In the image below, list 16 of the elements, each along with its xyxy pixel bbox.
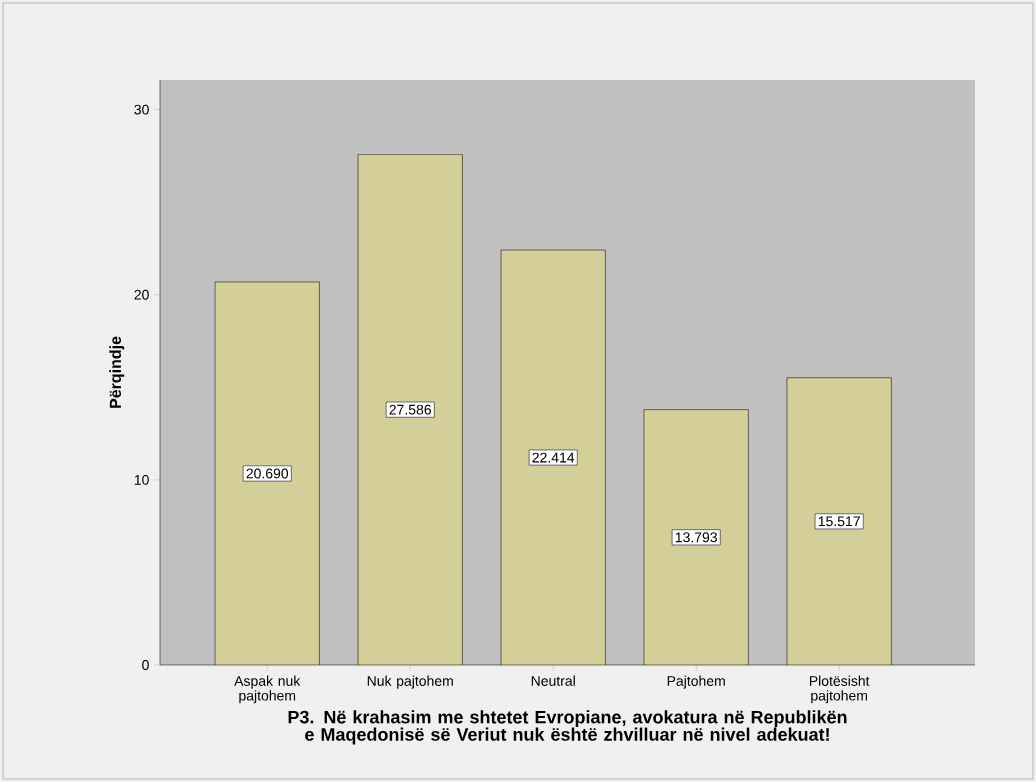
x-tick-label: Pajtohem: [667, 675, 725, 689]
y-axis-title: Përqindje: [109, 336, 125, 408]
data-label: 27.586: [389, 404, 432, 415]
y-tick-label: 10: [134, 474, 149, 485]
data-label: 15.517: [818, 516, 860, 527]
x-axis-title: P3. Në krahasim me shtetet Evropiane, avokatura në Republikën e Maqedonisë së Veriut nuk është zhvilluar në nivel adekuat!: [288, 710, 847, 745]
x-tick-label: Nuk pajtohem: [367, 675, 453, 689]
data-label: 22.414: [532, 452, 575, 463]
y-tick-label: 20: [134, 289, 149, 300]
x-tick-label: Aspak nuk pajtohem: [234, 675, 301, 704]
x-tick-label: Neutral: [531, 675, 575, 686]
y-tick-label: 0: [142, 660, 149, 670]
x-tick-label: Plotësisht pajtohem: [809, 675, 870, 704]
data-label: 20.690: [246, 468, 289, 479]
data-label: 13.793: [675, 532, 717, 543]
y-tick-label: 30: [134, 104, 149, 115]
